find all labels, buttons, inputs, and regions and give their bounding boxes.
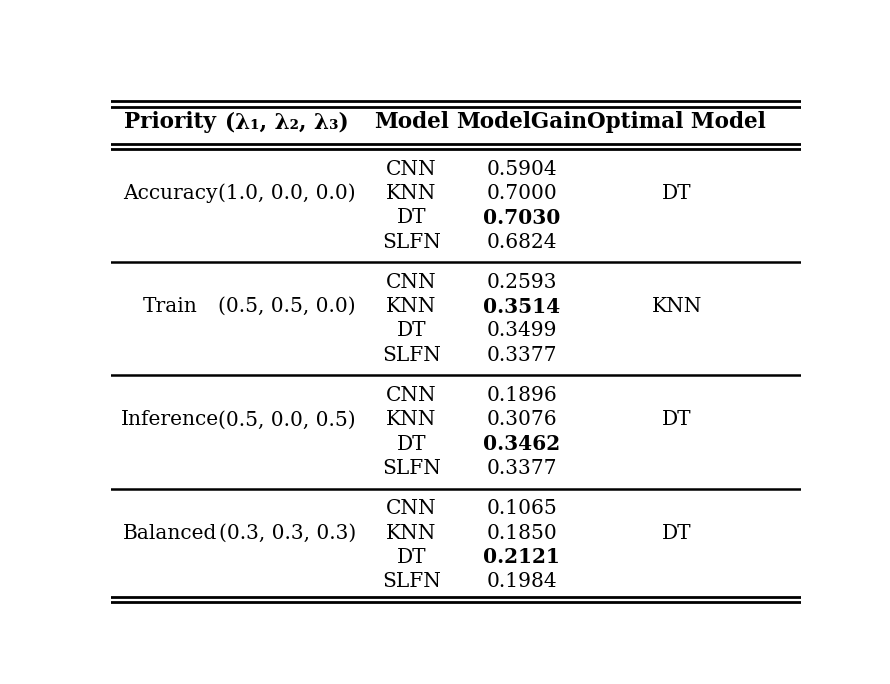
Text: 0.5904: 0.5904 xyxy=(486,159,557,179)
Text: 0.6824: 0.6824 xyxy=(487,233,557,252)
Text: 0.2593: 0.2593 xyxy=(487,273,557,292)
Text: CNN: CNN xyxy=(386,386,437,405)
Text: KNN: KNN xyxy=(386,410,436,430)
Text: (λ₁, λ₂, λ₃): (λ₁, λ₂, λ₃) xyxy=(225,111,349,133)
Text: 0.3462: 0.3462 xyxy=(483,434,560,454)
Text: KNN: KNN xyxy=(651,297,702,316)
Text: DT: DT xyxy=(662,410,692,430)
Text: (0.5, 0.0, 0.5): (0.5, 0.0, 0.5) xyxy=(218,410,356,430)
Text: SLFN: SLFN xyxy=(382,459,441,478)
Text: Accuracy: Accuracy xyxy=(123,184,217,203)
Text: Optimal Model: Optimal Model xyxy=(587,111,766,133)
Text: SLFN: SLFN xyxy=(382,346,441,365)
Text: Inference: Inference xyxy=(121,410,219,430)
Text: 0.1896: 0.1896 xyxy=(486,386,557,405)
Text: (0.3, 0.3, 0.3): (0.3, 0.3, 0.3) xyxy=(219,524,356,542)
Text: (0.5, 0.5, 0.0): (0.5, 0.5, 0.0) xyxy=(218,297,356,316)
Text: SLFN: SLFN xyxy=(382,233,441,252)
Text: 0.2121: 0.2121 xyxy=(483,547,560,568)
Text: 0.1984: 0.1984 xyxy=(486,573,557,591)
Text: 0.7030: 0.7030 xyxy=(483,208,561,228)
Text: KNN: KNN xyxy=(386,184,436,203)
Text: CNN: CNN xyxy=(386,499,437,518)
Text: ModelGain: ModelGain xyxy=(457,111,587,133)
Text: 0.3377: 0.3377 xyxy=(487,346,557,365)
Text: Priority: Priority xyxy=(124,111,215,133)
Text: 0.3499: 0.3499 xyxy=(487,321,557,341)
Text: 0.1850: 0.1850 xyxy=(486,524,557,542)
Text: Train: Train xyxy=(142,297,198,316)
Text: DT: DT xyxy=(662,184,692,203)
Text: DT: DT xyxy=(662,524,692,542)
Text: KNN: KNN xyxy=(386,297,436,316)
Text: 0.3076: 0.3076 xyxy=(486,410,557,430)
Text: DT: DT xyxy=(396,548,426,567)
Text: 0.7000: 0.7000 xyxy=(486,184,557,203)
Text: 0.3514: 0.3514 xyxy=(483,297,561,317)
Text: 0.3377: 0.3377 xyxy=(487,459,557,478)
Text: KNN: KNN xyxy=(386,524,436,542)
Text: SLFN: SLFN xyxy=(382,573,441,591)
Text: Balanced: Balanced xyxy=(123,524,217,542)
Text: (1.0, 0.0, 0.0): (1.0, 0.0, 0.0) xyxy=(218,184,356,203)
Text: DT: DT xyxy=(396,208,426,227)
Text: CNN: CNN xyxy=(386,273,437,292)
Text: DT: DT xyxy=(396,435,426,453)
Text: Model: Model xyxy=(374,111,449,133)
Text: DT: DT xyxy=(396,321,426,341)
Text: 0.1065: 0.1065 xyxy=(486,499,557,518)
Text: CNN: CNN xyxy=(386,159,437,179)
